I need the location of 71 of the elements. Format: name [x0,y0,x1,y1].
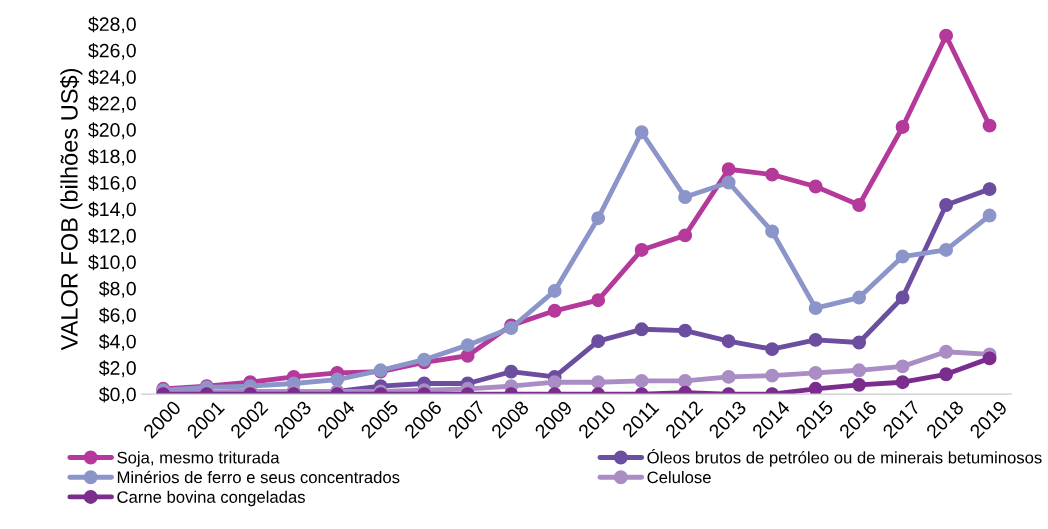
point [895,375,910,390]
point [678,323,693,338]
y-tick-label: $28,0 [88,16,136,34]
point [634,322,649,337]
point [852,198,867,212]
point [634,373,649,388]
point [808,332,823,347]
y-tick-label: $2,0 [98,360,136,378]
point [504,364,519,379]
point [939,344,954,359]
point [721,369,736,384]
point [852,363,867,378]
point [591,211,606,226]
y-tick-label: $4,0 [98,333,136,351]
point [895,359,910,374]
point [982,118,997,133]
y-tick-label: $14,0 [88,201,136,219]
point [895,249,910,264]
point [547,375,562,390]
point [808,179,823,194]
y-tick-label: $10,0 [88,254,136,272]
point [591,334,606,349]
y-tick-label: $22,0 [88,95,136,113]
point [982,182,997,197]
y-tick-label: $0,0 [98,386,136,404]
point [547,303,562,318]
y-tick-label: $12,0 [88,228,136,245]
point [678,228,693,243]
point [765,224,780,239]
point [939,198,954,212]
point [982,208,997,223]
point [982,351,997,366]
point [852,377,867,392]
point [939,243,954,257]
legend-label: Carne bovina congeladas [117,490,305,507]
point [852,290,867,305]
point [895,290,910,305]
y-tick-label: $24,0 [88,69,136,87]
y-tick-label: $26,0 [88,42,136,60]
y-tick-label: $16,0 [88,175,136,193]
y-tick-label: $8,0 [98,280,136,298]
point [852,335,867,350]
point [634,243,649,257]
point [591,293,606,308]
point [765,167,780,182]
point [808,381,823,395]
point [591,375,606,390]
legend-label: Minérios de ferro e seus concentrados [117,470,400,484]
point [765,368,780,383]
point [721,175,736,190]
point [634,125,649,140]
y-axis-title: VALOR FOB (bilhões US$) [60,68,83,351]
point [721,162,736,177]
legend-label: Óleos brutos de petróleo ou de minerais betuminosos [647,448,1042,467]
point [808,365,823,380]
point [460,338,475,353]
point [678,373,693,388]
point [330,372,345,387]
point [808,301,823,316]
point [547,284,562,298]
point [939,28,954,43]
y-tick-label: $6,0 [98,307,136,325]
point [765,342,780,357]
point [678,190,693,204]
legend-label: Soja, mesmo triturada [117,451,280,467]
point [895,120,910,134]
y-tick-label: $20,0 [88,122,136,140]
y-tick-label: $18,0 [88,148,136,166]
legend-label: Celulose [647,470,711,484]
point [939,367,954,382]
point [721,334,736,349]
